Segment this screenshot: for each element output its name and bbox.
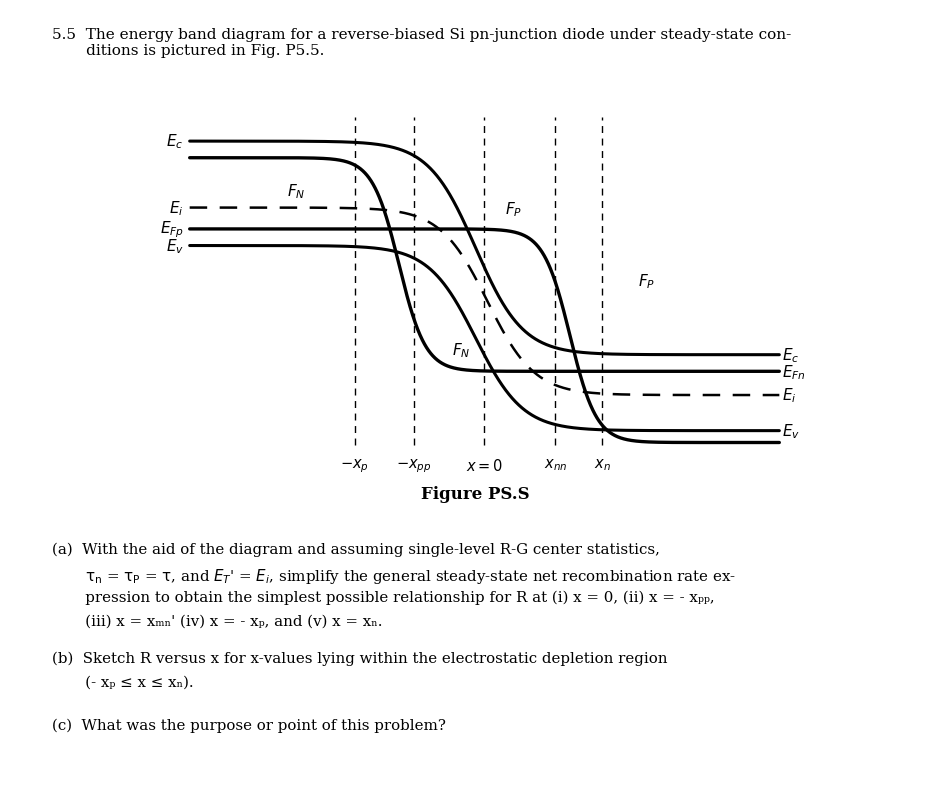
Text: $E_v$: $E_v$ <box>782 422 800 440</box>
Text: $-x_p$: $-x_p$ <box>340 457 370 475</box>
Text: (- xₚ ≤ x ≤ xₙ).: (- xₚ ≤ x ≤ xₙ). <box>52 675 194 688</box>
Text: (b)  Sketch R versus x for x-values lying within the electrostatic depletion reg: (b) Sketch R versus x for x-values lying… <box>52 650 668 665</box>
Text: (iii) x = xₘₙ' (iv) x = - xₚ, and (v) x = xₙ.: (iii) x = xₘₙ' (iv) x = - xₚ, and (v) x … <box>52 614 383 628</box>
Text: (a)  With the aid of the diagram and assuming single-level R-G center statistics: (a) With the aid of the diagram and assu… <box>52 542 660 556</box>
Text: 5.5  The energy band diagram for a reverse-biased Si pn-junction diode under ste: 5.5 The energy band diagram for a revers… <box>52 28 791 42</box>
Text: $F_P$: $F_P$ <box>505 201 522 219</box>
Text: $E_{Fn}$: $E_{Fn}$ <box>782 362 806 381</box>
Text: $x_{nn}$: $x_{nn}$ <box>543 457 567 473</box>
Text: $E_c$: $E_c$ <box>782 346 800 365</box>
Text: $E_{Fp}$: $E_{Fp}$ <box>160 219 183 240</box>
Text: $E_i$: $E_i$ <box>782 386 797 405</box>
Text: ditions is pictured in Fig. P5.5.: ditions is pictured in Fig. P5.5. <box>52 44 325 58</box>
Text: pression to obtain the simplest possible relationship for R at (i) x = 0, (ii) x: pression to obtain the simplest possible… <box>52 590 714 605</box>
Text: $E_c$: $E_c$ <box>166 132 183 151</box>
Text: $F_N$: $F_N$ <box>287 182 305 201</box>
Text: Figure PS.S: Figure PS.S <box>421 485 529 503</box>
Text: (c)  What was the purpose or point of this problem?: (c) What was the purpose or point of thi… <box>52 718 446 732</box>
Text: $E_i$: $E_i$ <box>169 199 183 218</box>
Text: $-x_{pp}$: $-x_{pp}$ <box>396 457 431 475</box>
Text: $x = 0$: $x = 0$ <box>466 457 504 473</box>
Text: $\rm{\tau_n}$ = $\rm{\tau_P}$ = $\rm{\tau}$, and $E_T$' = $E_i$, simplify the ge: $\rm{\tau_n}$ = $\rm{\tau_P}$ = $\rm{\ta… <box>52 566 736 585</box>
Text: $E_v$: $E_v$ <box>165 237 183 255</box>
Text: $F_P$: $F_P$ <box>637 272 655 291</box>
Text: $x_n$: $x_n$ <box>594 457 611 473</box>
Text: $F_N$: $F_N$ <box>451 341 470 360</box>
